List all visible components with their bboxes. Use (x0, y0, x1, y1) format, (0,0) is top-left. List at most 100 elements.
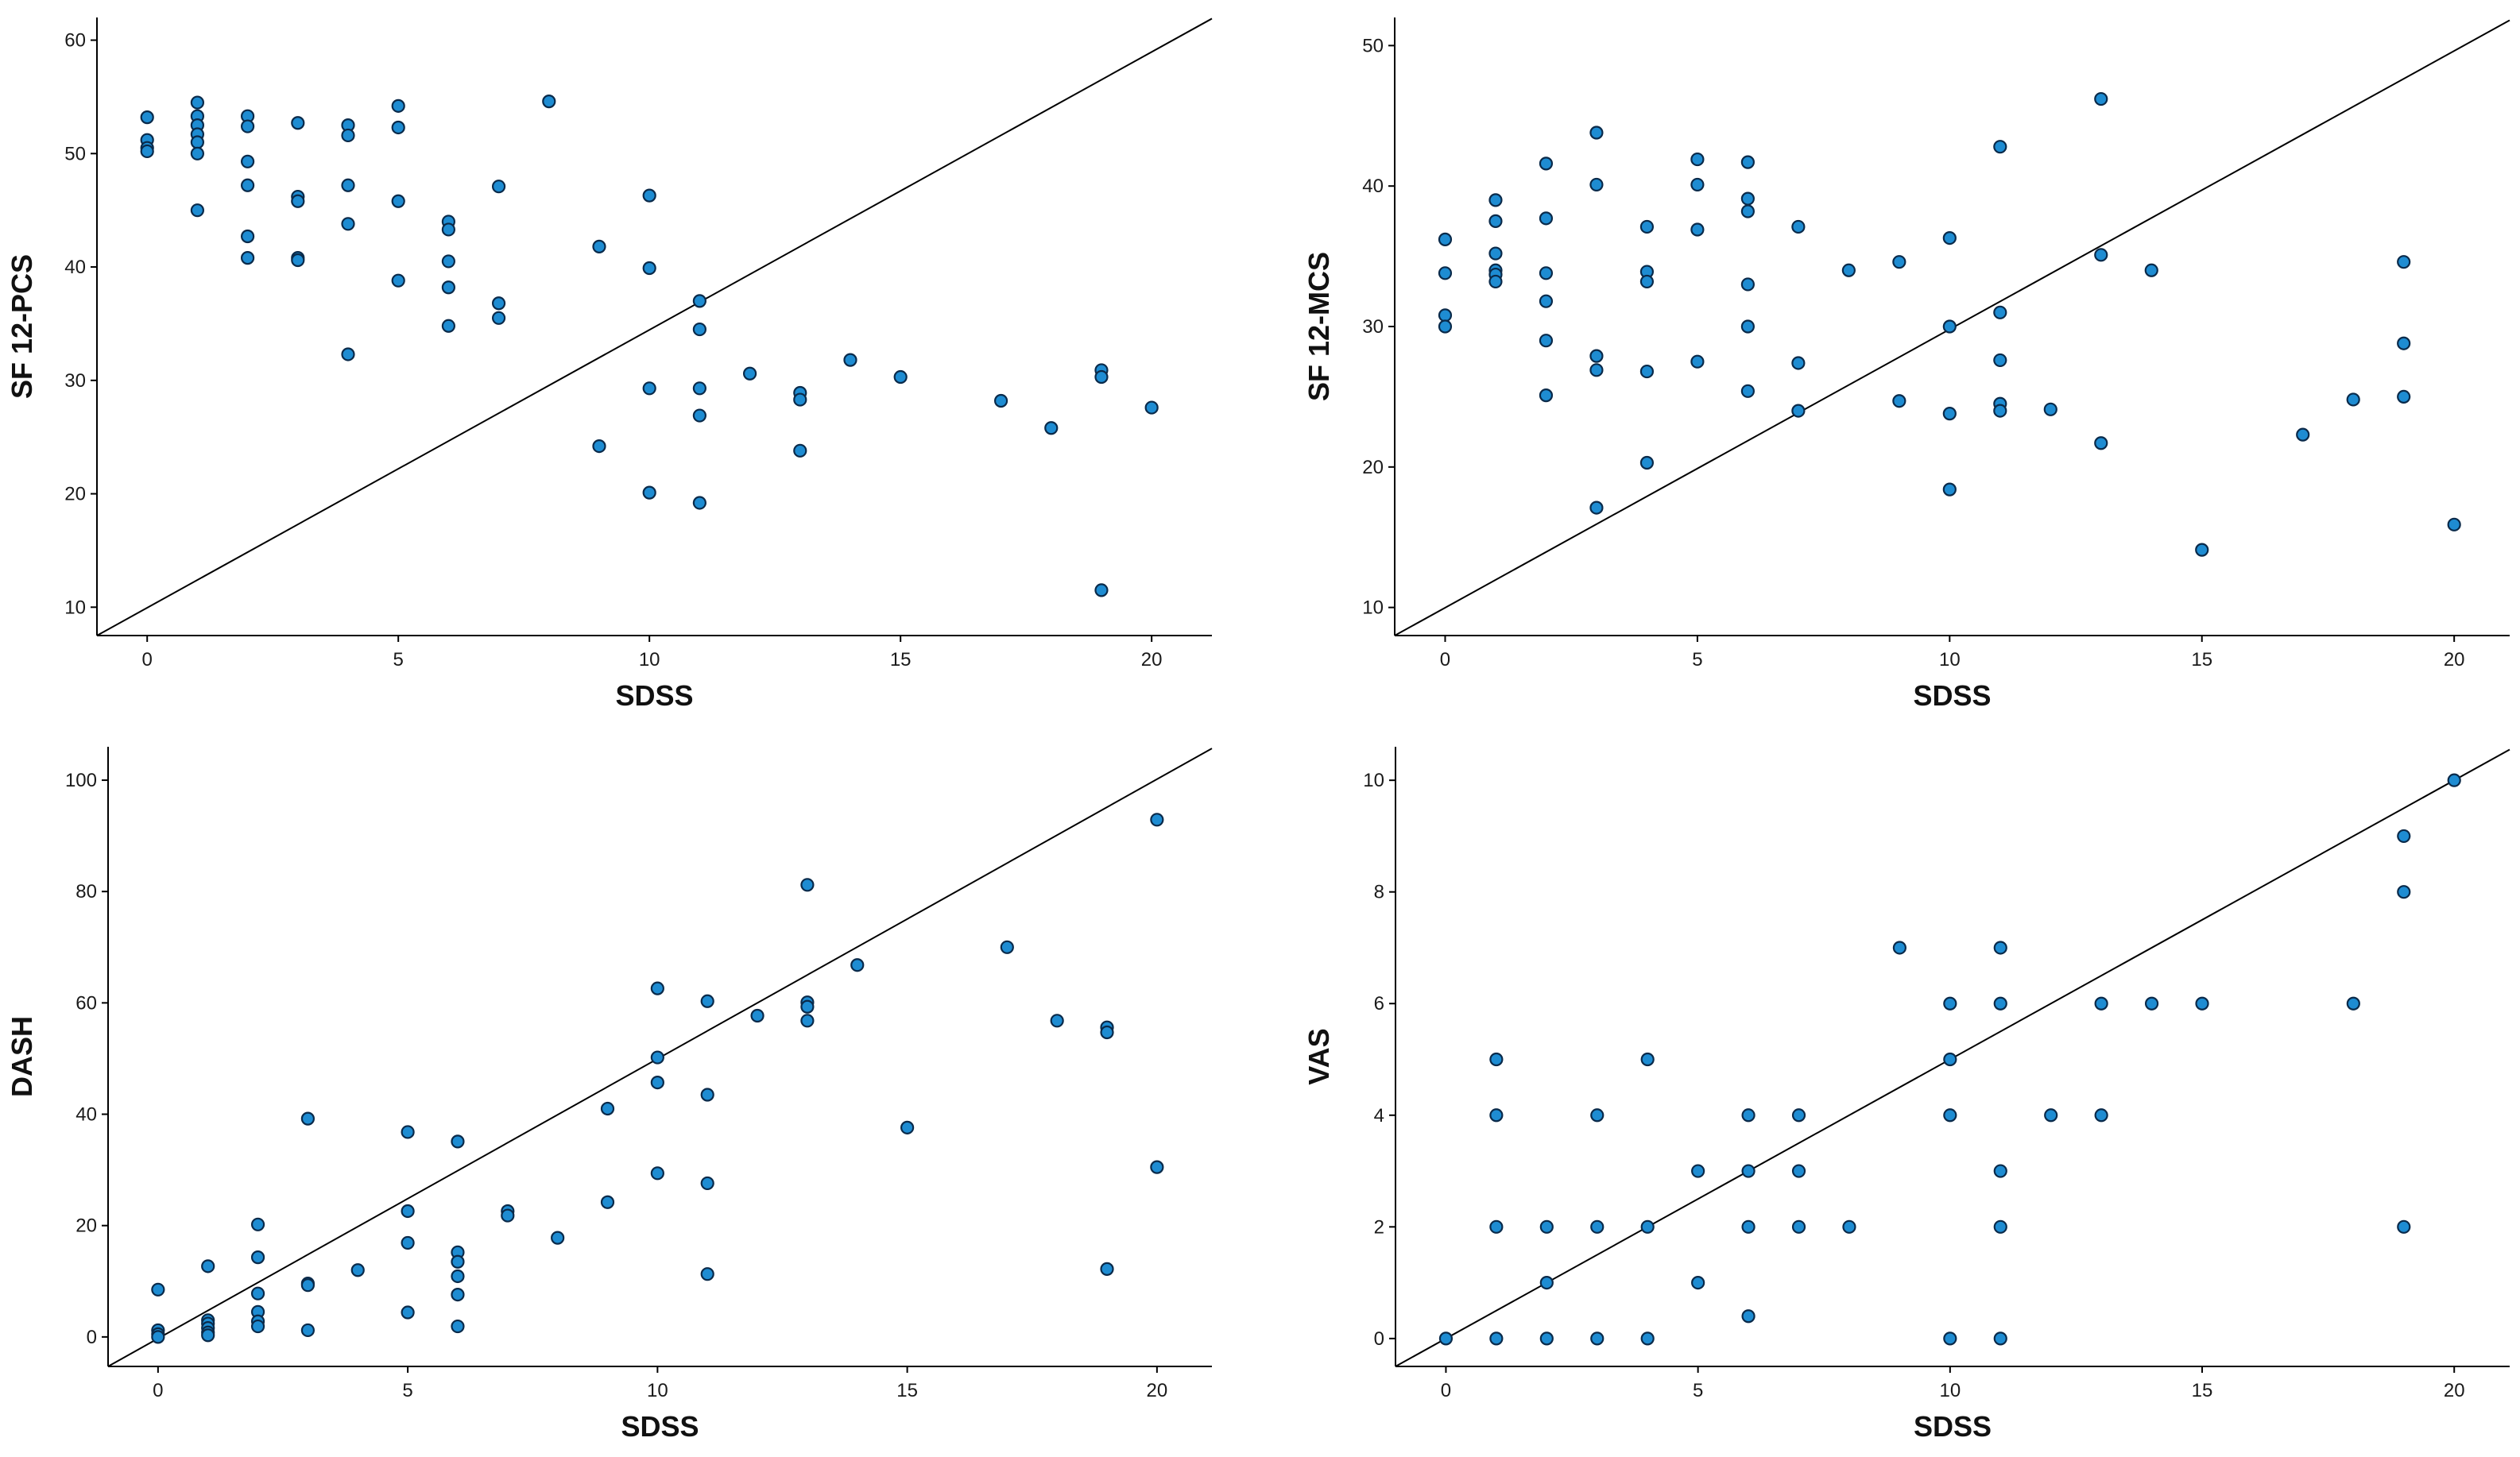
chart-dash-point (300, 1278, 315, 1293)
chart-sf12-mcs-point (2195, 543, 2209, 557)
chart-sf12-mcs-point (1942, 482, 1957, 497)
chart-sf12-pcs-x-tick-label: 5 (393, 649, 404, 671)
chart-dash-point (750, 1008, 765, 1023)
chart-vas-point (1438, 1331, 1454, 1346)
chart-sf12-pcs-point (140, 144, 154, 159)
chart-sf12-pcs-point (1044, 421, 1059, 435)
chart-dash-x-tick-label: 10 (647, 1380, 668, 1401)
chart-sf12-mcs-point (1488, 274, 1503, 289)
chart-vas-point (1590, 1331, 1605, 1346)
chart-sf12-mcs-point (1539, 211, 1554, 226)
chart-sf12-pcs-point (190, 203, 204, 218)
chart-sf12-mcs-point (1488, 246, 1503, 261)
chart-vas-point (1993, 996, 2007, 1011)
chart-sf12-mcs-point (1639, 219, 1655, 234)
chart-sf12-pcs-point (441, 319, 455, 333)
chart-sf12-pcs-point (240, 154, 255, 168)
chart-dash-point (451, 1287, 465, 1302)
chart-sf12-pcs-point (190, 135, 204, 149)
chart-sf12-pcs-point (291, 253, 305, 268)
chart-sf12-pcs-point (592, 439, 606, 454)
chart-dash-point (800, 878, 815, 892)
chart-sf12-pcs-point (1094, 583, 1109, 597)
chart-sf12-mcs-point (1589, 349, 1604, 363)
chart-dash-y-tick-label: 60 (75, 992, 97, 1014)
chart-vas-point (1489, 1108, 1504, 1123)
chart-sf12-mcs-point (1488, 193, 1503, 207)
chart-vas-point (1640, 1052, 1655, 1067)
chart-sf12-mcs-point (1539, 266, 1554, 280)
chart-sf12-mcs-point (1589, 500, 1604, 515)
chart-dash-point (700, 994, 714, 1008)
chart-sf12-pcs-point (441, 222, 455, 237)
chart-dash-point (650, 1166, 664, 1181)
chart-vas-point (1993, 1164, 2007, 1178)
chart-sf12-pcs-point (793, 443, 807, 458)
chart-dash-x-tick-label: 20 (1147, 1380, 1168, 1401)
chart-sf12-mcs-x-tick-label: 10 (1939, 649, 1961, 671)
chart-sf12-mcs-point (1639, 364, 1655, 379)
chart-sf12-mcs-point (1740, 155, 1755, 169)
chart-vas-point (1640, 1219, 1655, 1234)
chart-sf12-pcs-y-tick-label: 10 (64, 597, 86, 618)
chart-dash-point (350, 1263, 365, 1277)
chart-vas-point (1489, 1052, 1504, 1067)
chart-sf12-pcs-point (441, 254, 455, 269)
chart-sf12-pcs-point (692, 496, 706, 510)
chart-vas-point (1741, 1309, 1755, 1324)
chart-dash-point (551, 1231, 565, 1245)
chart-dash-point (250, 1319, 265, 1334)
chart-sf12-mcs-point (1589, 177, 1604, 192)
chart-sf12-pcs-x-tick-label: 15 (890, 649, 912, 671)
chart-sf12-pcs-x-axis-title: SDSS (615, 679, 693, 712)
chart-dash-point (451, 1269, 465, 1284)
chart-dash-point (300, 1323, 315, 1338)
chart-vas-y-axis-title: VAS (1303, 1028, 1335, 1084)
chart-dash-point (451, 1319, 465, 1334)
chart-sf12-mcs-point (2346, 392, 2360, 407)
chart-sf12-mcs-point (1438, 266, 1453, 280)
chart-sf12-pcs-point (893, 369, 908, 385)
chart-dash-x-axis-title: SDSS (621, 1410, 699, 1443)
chart-sf12-mcs-point (2397, 389, 2411, 404)
chart-vas-point (1489, 1331, 1504, 1346)
chart-sf12-mcs-point (1639, 274, 1655, 289)
chart-sf12-mcs-point (1892, 255, 1906, 269)
chart-sf12-mcs-point (1438, 308, 1453, 323)
chart-sf12-mcs-point (1791, 356, 1806, 370)
chart-dash-point (700, 1088, 714, 1102)
chart-sf12-mcs-y-tick-label: 40 (1362, 176, 1384, 197)
chart-dash-point (650, 1075, 664, 1090)
chart-dash-point (250, 1217, 265, 1231)
chart-sf12-mcs-point (1539, 388, 1554, 403)
chart-sf12-mcs-point (1892, 394, 1906, 408)
chart-sf12-pcs-point (140, 110, 154, 125)
chart-dash-point (201, 1328, 215, 1343)
chart-dash-point (1150, 1160, 1164, 1174)
chart-sf12-pcs-point (692, 408, 706, 423)
chart-vas-point (1539, 1275, 1554, 1290)
chart-sf12-pcs-y-tick-label: 50 (64, 143, 86, 164)
chart-sf12-pcs-point (491, 296, 506, 311)
chart-vas-point (2144, 996, 2159, 1011)
chart-sf12-mcs-y-tick-label: 10 (1362, 597, 1384, 619)
chart-dash-point (401, 1204, 415, 1219)
chart-vas-point (1943, 1108, 1957, 1123)
chart-sf12-mcs-point (1740, 191, 1755, 206)
chart-sf12-mcs-point (1740, 204, 1755, 218)
chart-vas-y-tick-label: 4 (1374, 1105, 1384, 1127)
chart-sf12-mcs-point (2397, 255, 2411, 269)
chart-vas-point (1590, 1108, 1605, 1123)
chart-sf12-mcs-point (1639, 455, 1655, 470)
chart-sf12-pcs-y-axis-title: SF 12-PCS (6, 254, 38, 399)
chart-dash-point (600, 1101, 615, 1116)
chart-sf12-pcs-point (592, 239, 606, 253)
chart-sf12-pcs-point (240, 119, 255, 133)
chart-sf12-mcs-point (1438, 232, 1453, 246)
chart-sf12-mcs-point (1589, 363, 1604, 377)
chart-dash-point (700, 1176, 714, 1191)
chart-sf12-pcs-point (341, 128, 355, 143)
chart-sf12-mcs-point (1841, 263, 1856, 277)
chart-vas-point (1943, 996, 1957, 1011)
chart-sf12-mcs-point (1488, 214, 1503, 228)
